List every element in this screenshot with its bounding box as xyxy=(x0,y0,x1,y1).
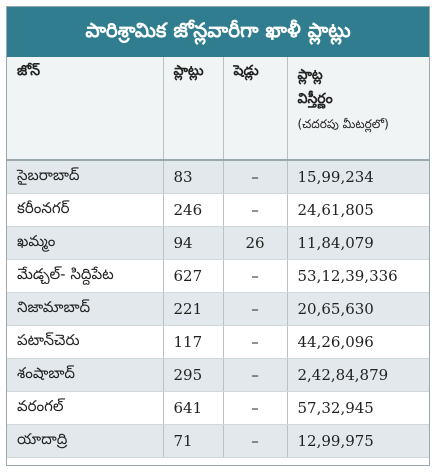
value-cell: 12,99,975 xyxy=(287,424,429,458)
table-row: నిజామాబాద్ 221–20,65,630 xyxy=(7,292,429,326)
value-cell: 2,42,84,879 xyxy=(287,358,429,392)
value-cell: 295 xyxy=(163,358,224,392)
value-cell: 71 xyxy=(163,424,224,458)
value-cell: – xyxy=(223,160,288,194)
value-cell: 83 xyxy=(163,160,224,194)
value-cell: 44,26,096 xyxy=(287,325,429,359)
value-cell: 221 xyxy=(163,292,224,326)
title: పారిశ్రామిక జోన్లవారీగా ఖాళీ ప్లాట్లు xyxy=(7,7,429,57)
zone-cell: నిజామాబాద్ xyxy=(7,292,164,326)
header-row: జోన్ ప్లాట్లు షెడ్లు ప్లాట్ల విస్తీర్ణం … xyxy=(7,57,429,161)
table-card: పారిశ్రామిక జోన్లవారీగా ఖాళీ ప్లాట్లు జో… xyxy=(6,6,430,466)
header-cell: ప్లాట్ల విస్తీర్ణం (చదరపు మీటర్లలో) xyxy=(287,57,429,161)
value-cell: 57,32,945 xyxy=(287,391,429,425)
table-row: సైబరాబాద్ 83–15,99,234 xyxy=(7,160,429,194)
zone-cell: ఖమ్మం xyxy=(7,226,164,260)
header-unit: (చదరపు మీటర్లలో) xyxy=(297,117,389,131)
table-row: కరీంనగర్ 246–24,61,805 xyxy=(7,193,429,227)
table-row: మేడ్చల్‌- సిద్దిపేట 627–53,12,39,336 xyxy=(7,259,429,293)
zone-cell: కరీంనగర్ xyxy=(7,193,164,227)
zone-cell: సైబరాబాద్ xyxy=(7,160,164,194)
value-cell: 53,12,39,336 xyxy=(287,259,429,293)
table-row: వరంగల్ 641–57,32,945 xyxy=(7,391,429,425)
value-cell: 117 xyxy=(163,325,224,359)
value-cell: 20,65,630 xyxy=(287,292,429,326)
value-cell: 246 xyxy=(163,193,224,227)
value-cell: 627 xyxy=(163,259,224,293)
zone-cell: వరంగల్ xyxy=(7,391,164,425)
value-cell: – xyxy=(223,292,288,326)
table-row: పటాన్‌చెరు 117–44,26,096 xyxy=(7,325,429,359)
zone-cell: మేడ్చల్‌- సిద్దిపేట xyxy=(7,259,164,293)
value-cell: 11,84,079 xyxy=(287,226,429,260)
value-cell: 26 xyxy=(223,226,288,260)
header-cell: షెడ్లు xyxy=(223,57,288,161)
zone-cell: శంషాబాద్ xyxy=(7,358,164,392)
value-cell: – xyxy=(223,325,288,359)
value-cell: – xyxy=(223,358,288,392)
header-cell: ప్లాట్లు xyxy=(163,57,224,161)
table: జోన్ ప్లాట్లు షెడ్లు ప్లాట్ల విస్తీర్ణం … xyxy=(7,57,429,458)
table-row: యాదాద్రి 71–12,99,975 xyxy=(7,424,429,458)
value-cell: – xyxy=(223,259,288,293)
table-row: ఖమ్మం 94 26 11,84,079 xyxy=(7,226,429,260)
value-cell: 15,99,234 xyxy=(287,160,429,194)
header-text: ప్లాట్ల xyxy=(297,67,323,83)
header-text: విస్తీర్ణం xyxy=(297,91,333,107)
table-row: శంషాబాద్ 295–2,42,84,879 xyxy=(7,358,429,392)
zone-cell: పటాన్‌చెరు xyxy=(7,325,164,359)
value-cell: – xyxy=(223,193,288,227)
header-cell: జోన్ xyxy=(7,57,164,161)
zone-cell: యాదాద్రి xyxy=(7,424,164,458)
value-cell: 641 xyxy=(163,391,224,425)
value-cell: – xyxy=(223,391,288,425)
value-cell: 24,61,805 xyxy=(287,193,429,227)
value-cell: – xyxy=(223,424,288,458)
table-body: సైబరాబాద్ 83–15,99,234 కరీంనగర్ 246–24,61,8… xyxy=(7,160,429,458)
value-cell: 94 xyxy=(163,226,224,260)
